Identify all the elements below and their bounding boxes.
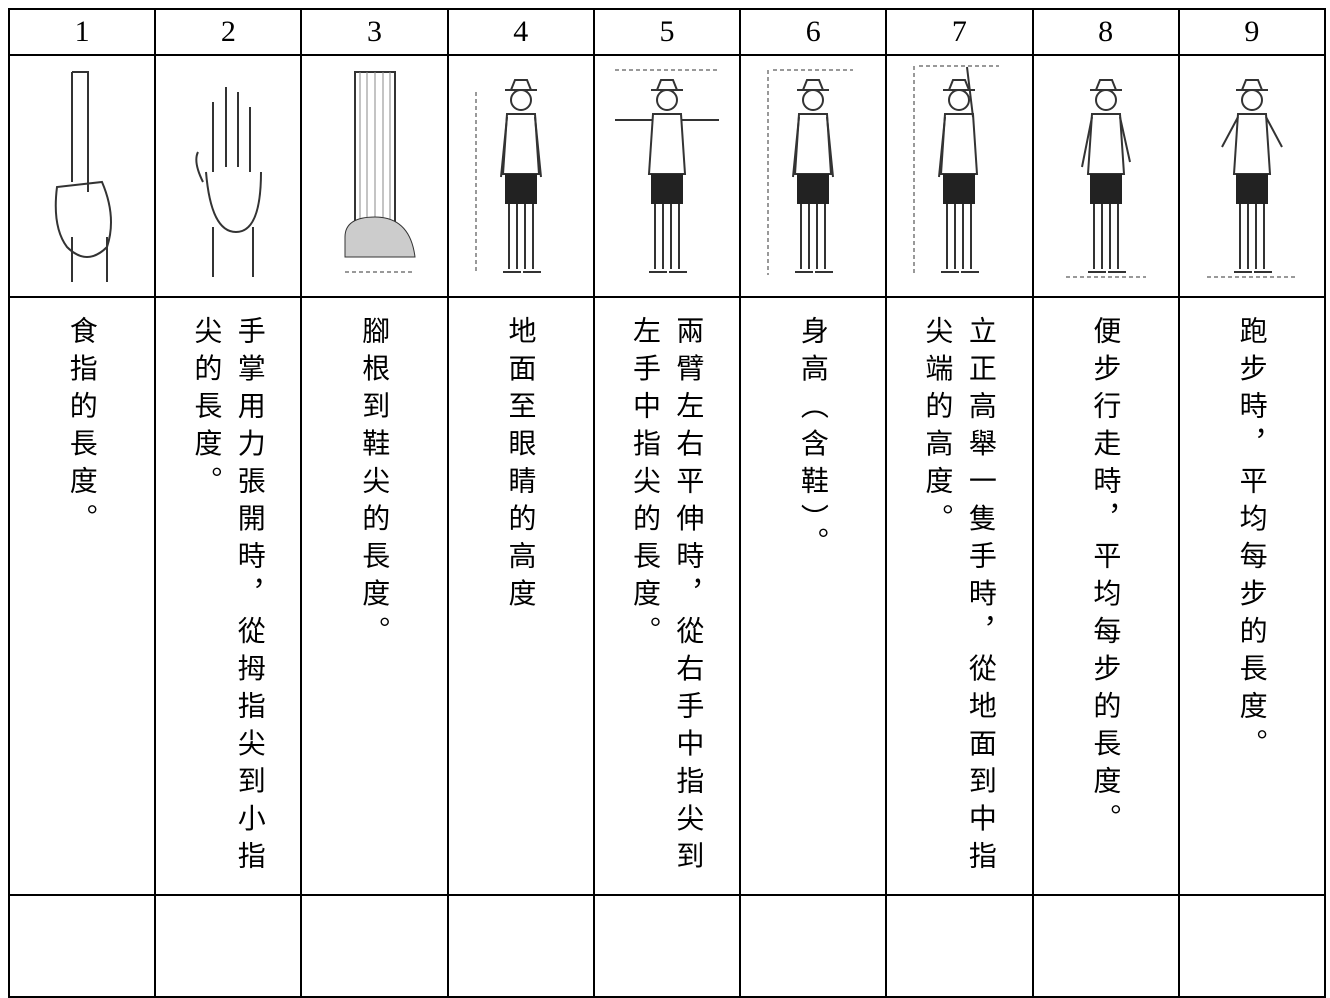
description-cell: 地面至眼睛的高度 (446, 296, 595, 896)
image-cell (154, 54, 303, 298)
column-number: 8 (1031, 8, 1180, 56)
description-text: 跑步時，平均每步的長度。 (1235, 316, 1269, 766)
column-number: 7 (885, 8, 1034, 56)
empty-row (7, 894, 1327, 998)
illustration (1065, 78, 1146, 277)
illustration (614, 69, 719, 273)
empty-cell (739, 894, 888, 998)
column-number: 1 (7, 8, 157, 56)
empty-cell (446, 894, 595, 998)
image-cell (1177, 54, 1327, 298)
description-cell: 身高（含鞋）。 (739, 296, 888, 896)
description-cell: 立正高舉一隻手時，從地面到中指尖端的高度。 (885, 296, 1034, 896)
image-cell (300, 54, 449, 298)
illustration (195, 86, 263, 277)
description-cell: 腳根到鞋尖的長度。 (300, 296, 449, 896)
column-number: 6 (739, 8, 888, 56)
illustration (767, 69, 854, 275)
image-cell (1031, 54, 1180, 298)
description-cell: 便步行走時，平均每步的長度。 (1031, 296, 1180, 896)
empty-cell (154, 894, 303, 998)
image-cell (885, 54, 1034, 298)
illustration (475, 78, 542, 273)
empty-cell (7, 894, 157, 998)
description-text: 手掌用力張開時，從拇指尖到小指尖的長度。 (190, 316, 267, 879)
description-text: 立正高舉一隻手時，從地面到中指尖端的高度。 (921, 316, 998, 879)
column-number: 5 (592, 8, 742, 56)
description-cell: 手掌用力張開時，從拇指尖到小指尖的長度。 (154, 296, 303, 896)
illustration (344, 70, 416, 272)
description-row: 食指的長度。 手掌用力張開時，從拇指尖到小指尖的長度。 腳根到鞋尖的長度。 地面至眼睛… (7, 296, 1327, 896)
empty-cell (1031, 894, 1180, 998)
description-text: 地面至眼睛的高度 (504, 316, 538, 616)
illustration (1206, 78, 1297, 277)
image-cell (7, 54, 157, 298)
empty-cell (300, 894, 449, 998)
description-text: 身高（含鞋）。 (796, 316, 830, 565)
empty-cell (885, 894, 1034, 998)
description-text: 腳根到鞋尖的長度。 (358, 316, 392, 654)
empty-cell (1177, 894, 1327, 998)
description-cell: 兩臂左右平伸時，從右手中指尖到左手中指尖的長度。 (592, 296, 742, 896)
illustration (54, 70, 113, 282)
column-number: 4 (446, 8, 595, 56)
image-cell (446, 54, 595, 298)
column-number: 9 (1177, 8, 1327, 56)
description-text: 便步行走時，平均每步的長度。 (1089, 316, 1123, 841)
description-text: 食指的長度。 (65, 316, 99, 541)
description-cell: 跑步時，平均每步的長度。 (1177, 296, 1327, 896)
image-row (7, 54, 1327, 298)
image-cell (592, 54, 742, 298)
illustration (913, 65, 1000, 276)
empty-cell (592, 894, 742, 998)
column-number: 3 (300, 8, 449, 56)
column-number: 2 (154, 8, 303, 56)
image-cell (739, 54, 888, 298)
description-text: 兩臂左右平伸時，從右手中指尖到左手中指尖的長度。 (628, 316, 706, 879)
description-cell: 食指的長度。 (7, 296, 157, 896)
